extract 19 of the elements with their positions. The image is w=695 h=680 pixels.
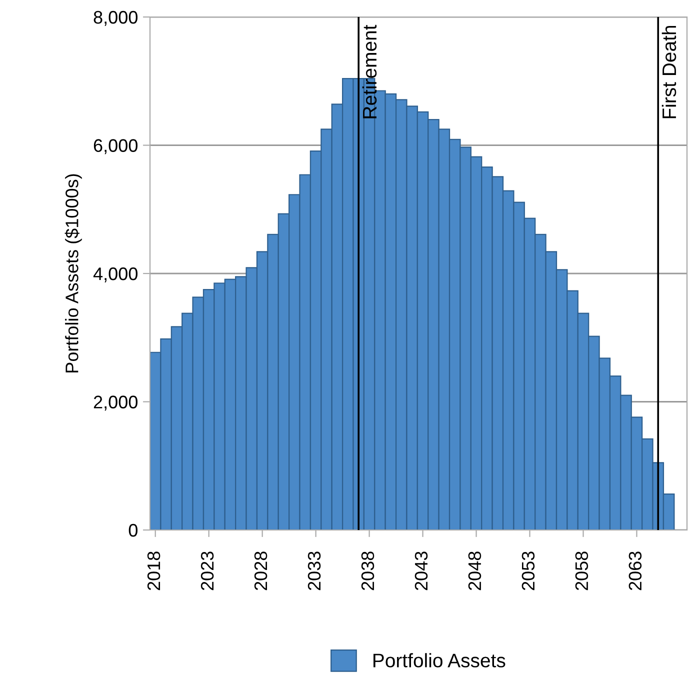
ref-line-label: Retirement <box>362 24 377 118</box>
y-axis-title: Portfolio Assets ($1000s) <box>64 174 82 372</box>
y-tick-label: 8,000 <box>94 10 138 26</box>
x-tick-label: 2033 <box>308 552 321 590</box>
x-tick-label: 2038 <box>361 552 374 590</box>
x-tick-label: 2048 <box>468 552 482 590</box>
y-tick-label: 4,000 <box>93 267 138 282</box>
y-tick-label: 0 <box>128 524 138 537</box>
x-tick-label: 2028 <box>254 552 268 590</box>
legend-label: Portfolio Assets <box>374 653 506 668</box>
y-tick-label: 6,000 <box>94 139 138 154</box>
x-tick-label: 2023 <box>200 552 214 590</box>
ref-line-label: First Death <box>662 26 676 118</box>
x-tick-label: 2018 <box>147 552 160 590</box>
y-tick-label: 2,000 <box>94 396 138 411</box>
x-tick-label: 2063 <box>628 552 642 590</box>
x-tick-label: 2058 <box>575 552 588 590</box>
x-tick-label: 2043 <box>414 552 428 590</box>
x-tick-label: 2053 <box>522 552 535 590</box>
